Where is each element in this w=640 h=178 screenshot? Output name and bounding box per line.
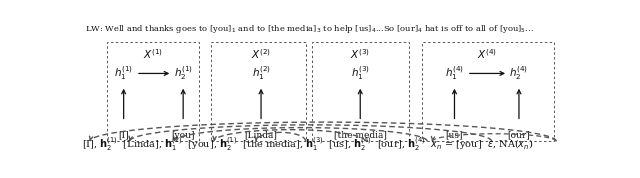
Text: $X^{(2)}$: $X^{(2)}$: [251, 47, 271, 61]
Text: $X^{(3)}$: $X^{(3)}$: [350, 47, 370, 61]
Text: $\boldsymbol{h_1^{(4)}}$: $\boldsymbol{h_1^{(4)}}$: [445, 64, 464, 82]
Text: [Linda]: [Linda]: [244, 131, 278, 140]
Text: $\boldsymbol{h_2^{(1)}}$: $\boldsymbol{h_2^{(1)}}$: [173, 64, 193, 82]
Text: $\boldsymbol{h_2^{(4)}}$: $\boldsymbol{h_2^{(4)}}$: [509, 64, 529, 82]
Text: [the media]: [the media]: [334, 131, 387, 140]
Text: [our]: [our]: [508, 131, 531, 140]
Text: $X^{(4)}$: $X^{(4)}$: [477, 47, 497, 61]
Text: $\boldsymbol{h_1^{(3)}}$: $\boldsymbol{h_1^{(3)}}$: [351, 64, 370, 82]
Text: $\boldsymbol{h_1^{(1)}}$: $\boldsymbol{h_1^{(1)}}$: [114, 64, 133, 82]
Text: [I]: [I]: [118, 131, 129, 140]
Text: $\boldsymbol{h_1^{(2)}}$: $\boldsymbol{h_1^{(2)}}$: [252, 64, 271, 82]
Text: [you]: [you]: [172, 131, 195, 140]
Text: LW: Well and thanks goes to [you]$_1$ and to [the media]$_3$ to help [us]$_4$...: LW: Well and thanks goes to [you]$_1$ an…: [85, 23, 534, 35]
Text: [us]: [us]: [445, 131, 463, 140]
Text: [I], $\mathbf{h}_2^{(1)}$  [Linda], $\mathbf{h}_1^{(2)}$  [you], $\mathbf{h}_2^{: [I], $\mathbf{h}_2^{(1)}$ [Linda], $\mat…: [83, 135, 534, 153]
Text: $X^{(1)}$: $X^{(1)}$: [143, 47, 163, 61]
